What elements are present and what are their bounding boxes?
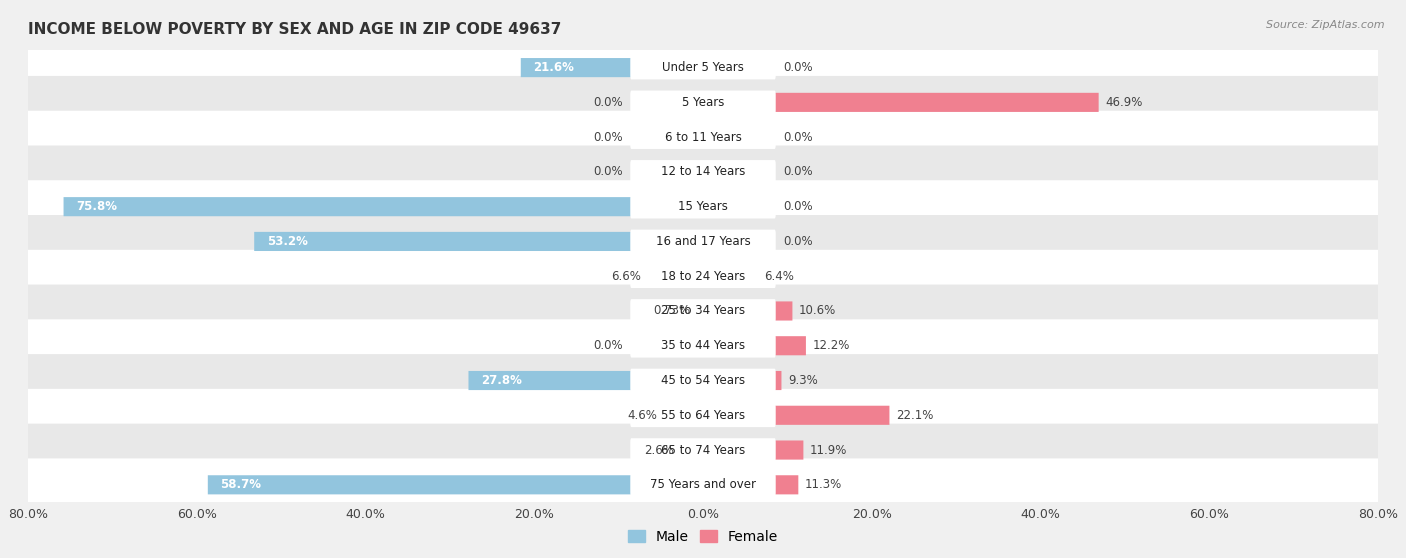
Text: 16 and 17 Years: 16 and 17 Years — [655, 235, 751, 248]
FancyBboxPatch shape — [630, 438, 776, 462]
FancyBboxPatch shape — [630, 369, 776, 392]
FancyBboxPatch shape — [21, 41, 1385, 94]
FancyBboxPatch shape — [21, 424, 1385, 477]
Text: 0.73%: 0.73% — [652, 305, 690, 318]
FancyBboxPatch shape — [703, 406, 890, 425]
Text: 25 to 34 Years: 25 to 34 Years — [661, 305, 745, 318]
Legend: Male, Female: Male, Female — [623, 525, 783, 550]
FancyBboxPatch shape — [703, 336, 806, 355]
Text: 9.3%: 9.3% — [789, 374, 818, 387]
Text: 58.7%: 58.7% — [221, 478, 262, 491]
Text: 0.0%: 0.0% — [783, 235, 813, 248]
FancyBboxPatch shape — [21, 458, 1385, 511]
Text: 0.0%: 0.0% — [783, 165, 813, 179]
Text: INCOME BELOW POVERTY BY SEX AND AGE IN ZIP CODE 49637: INCOME BELOW POVERTY BY SEX AND AGE IN Z… — [28, 22, 561, 37]
FancyBboxPatch shape — [208, 475, 703, 494]
Text: 0.0%: 0.0% — [593, 339, 623, 352]
Text: 46.9%: 46.9% — [1105, 96, 1143, 109]
Text: 0.0%: 0.0% — [783, 200, 813, 213]
FancyBboxPatch shape — [703, 267, 756, 286]
FancyBboxPatch shape — [21, 76, 1385, 129]
FancyBboxPatch shape — [703, 301, 793, 320]
FancyBboxPatch shape — [630, 299, 776, 323]
FancyBboxPatch shape — [703, 475, 799, 494]
Text: 65 to 74 Years: 65 to 74 Years — [661, 444, 745, 456]
Text: Source: ZipAtlas.com: Source: ZipAtlas.com — [1267, 20, 1385, 30]
FancyBboxPatch shape — [630, 195, 776, 219]
Text: 0.0%: 0.0% — [593, 131, 623, 143]
Text: 15 Years: 15 Years — [678, 200, 728, 213]
FancyBboxPatch shape — [703, 93, 1098, 112]
Text: 12.2%: 12.2% — [813, 339, 851, 352]
FancyBboxPatch shape — [697, 301, 703, 320]
Text: 6.6%: 6.6% — [610, 270, 641, 283]
Text: 22.1%: 22.1% — [896, 409, 934, 422]
FancyBboxPatch shape — [21, 180, 1385, 233]
FancyBboxPatch shape — [21, 319, 1385, 372]
FancyBboxPatch shape — [681, 440, 703, 460]
FancyBboxPatch shape — [647, 267, 703, 286]
Text: 27.8%: 27.8% — [481, 374, 522, 387]
FancyBboxPatch shape — [630, 264, 776, 288]
Text: 75.8%: 75.8% — [76, 200, 117, 213]
FancyBboxPatch shape — [630, 160, 776, 184]
Text: 35 to 44 Years: 35 to 44 Years — [661, 339, 745, 352]
FancyBboxPatch shape — [468, 371, 703, 390]
FancyBboxPatch shape — [520, 58, 703, 77]
FancyBboxPatch shape — [664, 406, 703, 425]
Text: 45 to 54 Years: 45 to 54 Years — [661, 374, 745, 387]
FancyBboxPatch shape — [63, 197, 703, 217]
FancyBboxPatch shape — [630, 126, 776, 149]
FancyBboxPatch shape — [630, 403, 776, 427]
FancyBboxPatch shape — [21, 215, 1385, 268]
Text: 55 to 64 Years: 55 to 64 Years — [661, 409, 745, 422]
FancyBboxPatch shape — [630, 230, 776, 253]
Text: 0.0%: 0.0% — [783, 131, 813, 143]
Text: 10.6%: 10.6% — [799, 305, 837, 318]
FancyBboxPatch shape — [630, 90, 776, 114]
Text: 0.0%: 0.0% — [783, 61, 813, 74]
Text: 53.2%: 53.2% — [267, 235, 308, 248]
FancyBboxPatch shape — [254, 232, 703, 251]
Text: 75 Years and over: 75 Years and over — [650, 478, 756, 491]
Text: 5 Years: 5 Years — [682, 96, 724, 109]
Text: 18 to 24 Years: 18 to 24 Years — [661, 270, 745, 283]
FancyBboxPatch shape — [703, 440, 803, 460]
Text: 2.6%: 2.6% — [644, 444, 675, 456]
FancyBboxPatch shape — [21, 285, 1385, 338]
FancyBboxPatch shape — [21, 146, 1385, 198]
FancyBboxPatch shape — [630, 334, 776, 358]
FancyBboxPatch shape — [21, 110, 1385, 163]
Text: 6 to 11 Years: 6 to 11 Years — [665, 131, 741, 143]
Text: 6.4%: 6.4% — [763, 270, 793, 283]
FancyBboxPatch shape — [21, 389, 1385, 442]
Text: 21.6%: 21.6% — [533, 61, 574, 74]
Text: 12 to 14 Years: 12 to 14 Years — [661, 165, 745, 179]
Text: 4.6%: 4.6% — [627, 409, 658, 422]
Text: 0.0%: 0.0% — [593, 96, 623, 109]
Text: 11.3%: 11.3% — [806, 478, 842, 491]
Text: 0.0%: 0.0% — [593, 165, 623, 179]
FancyBboxPatch shape — [630, 56, 776, 79]
FancyBboxPatch shape — [703, 371, 782, 390]
FancyBboxPatch shape — [21, 354, 1385, 407]
Text: Under 5 Years: Under 5 Years — [662, 61, 744, 74]
FancyBboxPatch shape — [630, 473, 776, 497]
Text: 11.9%: 11.9% — [810, 444, 848, 456]
FancyBboxPatch shape — [21, 250, 1385, 302]
